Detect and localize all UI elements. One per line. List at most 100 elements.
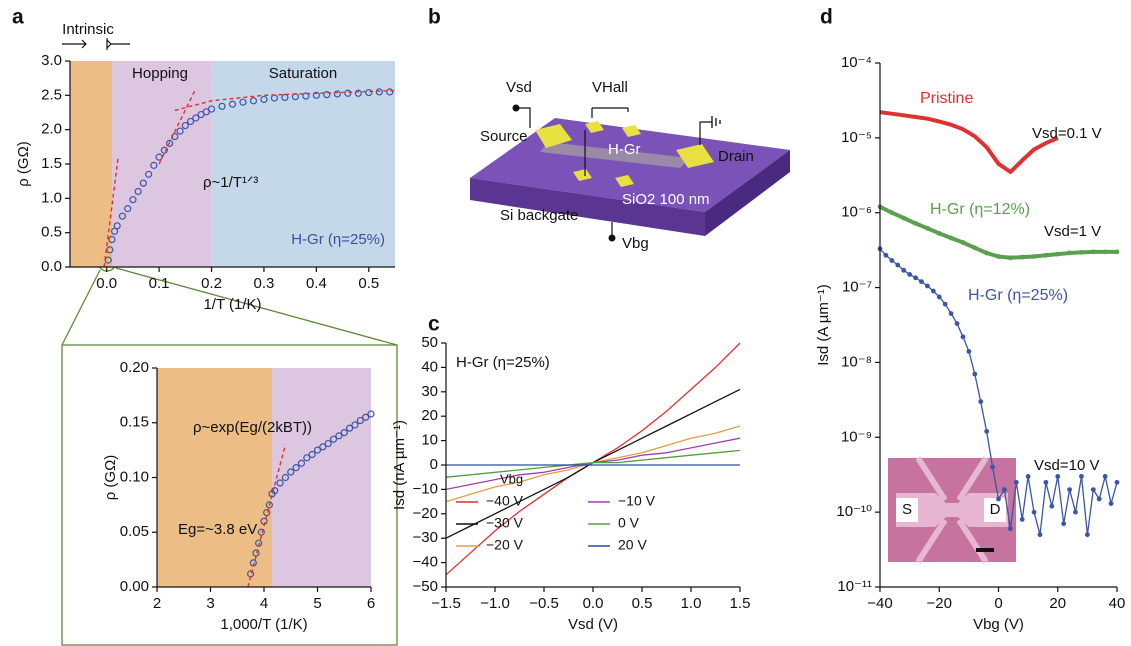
data-point <box>335 432 343 440</box>
substrate-side <box>705 150 790 236</box>
data-point <box>1067 487 1072 493</box>
data-point <box>925 283 930 289</box>
data-point <box>901 267 907 273</box>
fit-line <box>247 444 287 588</box>
region <box>272 368 371 587</box>
diagram-label: Drain <box>718 148 754 165</box>
data-point <box>1073 509 1078 515</box>
data-point <box>129 196 137 204</box>
data-point <box>333 90 341 98</box>
zoom-connector <box>61 267 398 646</box>
data-point <box>984 250 990 256</box>
y-tick-label: 10 <box>421 432 438 449</box>
y-tick-label: −30 <box>413 529 438 546</box>
terminal <box>608 234 616 242</box>
data-point <box>978 399 984 404</box>
annotation: S <box>902 501 912 518</box>
series-line <box>879 110 1059 174</box>
data-point <box>354 89 362 97</box>
data-point <box>302 92 310 100</box>
x-tick-label: 6 <box>367 595 375 612</box>
hall-pad <box>585 121 604 133</box>
annotation: Hopping <box>132 65 188 82</box>
annotation: Intrinsic <box>62 21 114 38</box>
data-point <box>1019 516 1025 522</box>
y-tick-label: 0.20 <box>120 359 149 376</box>
annotation: ρ~exp(Eg/(2kBT)) <box>193 419 312 436</box>
data-point <box>367 410 375 418</box>
x-tick-label: 5 <box>313 595 321 612</box>
data-point <box>942 301 948 307</box>
annotation: Vsd=0.1 V <box>1032 125 1102 142</box>
data-point <box>207 105 216 113</box>
y-tick-label: 30 <box>421 383 438 400</box>
data-point <box>218 102 226 110</box>
data-point <box>1019 254 1025 260</box>
data-point <box>1025 474 1031 479</box>
data-point <box>984 428 990 434</box>
data-point <box>1108 501 1114 507</box>
chart: −40 −20 0 20 40 10⁻¹¹ 10⁻¹⁰ 10⁻⁹ 10⁻⁸ 10⁻⁷ 10⁻⁶ 10⁻… <box>815 54 1125 633</box>
data-point <box>365 88 373 97</box>
x-tick-label: 4 <box>260 595 268 612</box>
data-point <box>362 413 370 421</box>
data-point <box>323 91 331 99</box>
x-tick-label: 0.3 <box>254 275 275 292</box>
legend-title: Vbg <box>500 471 523 486</box>
x-tick-label: 40 <box>1109 595 1126 612</box>
chart: 2 3 4 5 6 0.00 0.05 0.10 0.15 0.20 1,000/T (1/K) ρ … <box>102 359 375 633</box>
y-tick-label: −10 <box>413 480 438 497</box>
data-point <box>344 89 352 97</box>
data-point <box>1007 526 1013 532</box>
x-tick-label: 0.5 <box>632 595 653 612</box>
annotation: D <box>990 501 1001 518</box>
data-point <box>936 294 942 300</box>
data-point <box>1114 479 1120 485</box>
y-axis-title: ρ (GΩ) <box>102 455 119 501</box>
y-tick-label: 2.5 <box>41 86 62 103</box>
region <box>70 61 112 267</box>
x-tick-label: 0.4 <box>306 275 327 292</box>
y-tick-label: 10⁻⁵ <box>841 129 872 146</box>
data-point <box>145 170 153 178</box>
data-point <box>936 230 942 236</box>
data-point <box>160 146 168 154</box>
legend-label: −10 V <box>618 493 656 509</box>
data-point <box>297 459 306 467</box>
data-point <box>271 487 279 495</box>
x-tick-label: 0.0 <box>96 275 117 292</box>
data-point <box>972 245 978 251</box>
data-point <box>1090 487 1096 493</box>
y-tick-label: 0.05 <box>120 523 149 540</box>
data-point <box>281 473 289 482</box>
y-tick-label: 0.00 <box>120 578 149 595</box>
data-point <box>990 464 995 470</box>
data-point <box>150 161 158 169</box>
data-point <box>312 91 320 99</box>
x-axis-title: Vsd (V) <box>568 616 618 633</box>
data-point <box>972 371 978 377</box>
data-point <box>1114 249 1120 255</box>
data-point <box>1102 474 1108 479</box>
series-label: H-Gr (η=12%) <box>930 201 1030 218</box>
data-point <box>889 258 895 263</box>
data-point <box>139 179 147 187</box>
x-tick-label: −20 <box>927 595 952 612</box>
data-point <box>313 446 322 454</box>
data-point <box>176 127 184 135</box>
legend-label: 20 V <box>618 537 647 553</box>
data-point <box>1079 474 1084 479</box>
data-point <box>1055 474 1061 479</box>
data-point <box>104 256 112 264</box>
y-tick-label: 10⁻¹¹ <box>837 578 872 595</box>
data-point <box>108 235 116 244</box>
y-tick-label: −40 <box>413 554 438 571</box>
data-point <box>1079 250 1084 255</box>
y-tick-label: 0.5 <box>41 224 62 241</box>
data-point <box>1049 503 1055 509</box>
series-line <box>445 449 741 478</box>
x-tick-label: 0 <box>994 595 1002 612</box>
data-point <box>228 100 237 108</box>
data-point <box>260 95 268 104</box>
terminal <box>512 104 520 112</box>
